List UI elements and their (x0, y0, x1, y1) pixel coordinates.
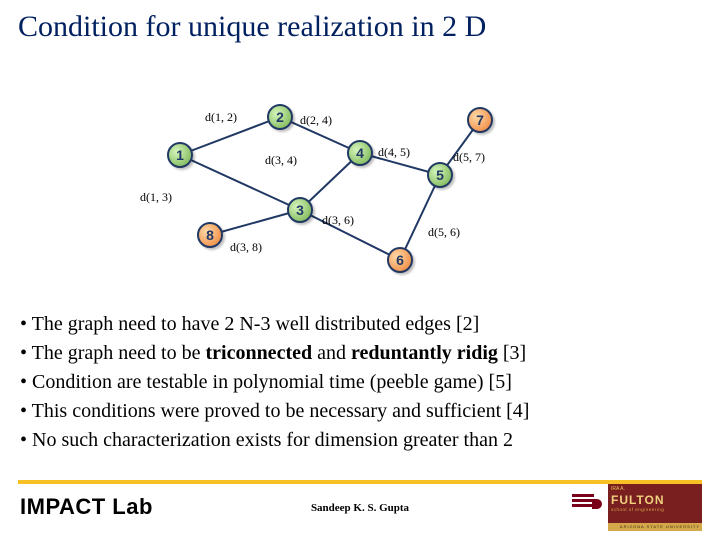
page-title: Condition for unique realization in 2 D (18, 10, 486, 44)
bullet-line: • The graph need to be triconnected and … (20, 339, 700, 368)
fulton-top: IRA A. (611, 486, 699, 492)
edge-label: d(3, 4) (265, 153, 297, 168)
edge-label: d(1, 2) (205, 110, 237, 125)
graph-node: 3 (287, 197, 313, 223)
author-name: Sandeep K. S. Gupta (311, 502, 409, 514)
fulton-big: FULTON (611, 493, 699, 507)
edge-label: d(3, 8) (230, 240, 262, 255)
impact-lab-label: IMPACT Lab (20, 494, 153, 520)
graph-node: 1 (167, 142, 193, 168)
graph-edge (210, 210, 300, 235)
graph-node: 2 (267, 104, 293, 130)
asu-bar: ARIZONA STATE UNIVERSITY (608, 523, 702, 531)
edge-label: d(1, 3) (140, 190, 172, 205)
bullet-line: • No such characterization exists for di… (20, 426, 700, 455)
graph-edge (400, 175, 440, 260)
edge-label: d(2, 4) (300, 113, 332, 128)
bullet-line: • Condition are testable in polynomial t… (20, 368, 700, 397)
graph-node: 5 (427, 162, 453, 188)
asu-logo: IRA A. FULTON school of engineering ARIZ… (572, 484, 702, 530)
graph-node: 6 (387, 247, 413, 273)
bullet-line: • The graph need to have 2 N-3 well dist… (20, 310, 700, 339)
edge-label: d(5, 7) (453, 150, 485, 165)
fulton-sub: school of engineering (611, 507, 699, 512)
bullet-list: • The graph need to have 2 N-3 well dist… (20, 310, 700, 455)
graph-diagram: d(1, 2)d(2, 4)d(1, 3)d(3, 4)d(4, 5)d(5, … (150, 95, 550, 295)
graph-node: 4 (347, 140, 373, 166)
edge-label: d(5, 6) (428, 225, 460, 240)
bullet-line: • This conditions were proved to be nece… (20, 397, 700, 426)
pitchfork-icon (572, 494, 594, 507)
pitchfork-handle-icon (592, 499, 602, 509)
graph-node: 7 (467, 107, 493, 133)
edge-label: d(3, 6) (322, 213, 354, 228)
edge-label: d(4, 5) (378, 145, 410, 160)
footer: IMPACT Lab Sandeep K. S. Gupta IRA A. FU… (0, 480, 720, 540)
graph-node: 8 (197, 222, 223, 248)
fulton-block: IRA A. FULTON school of engineering ARIZ… (608, 484, 702, 530)
